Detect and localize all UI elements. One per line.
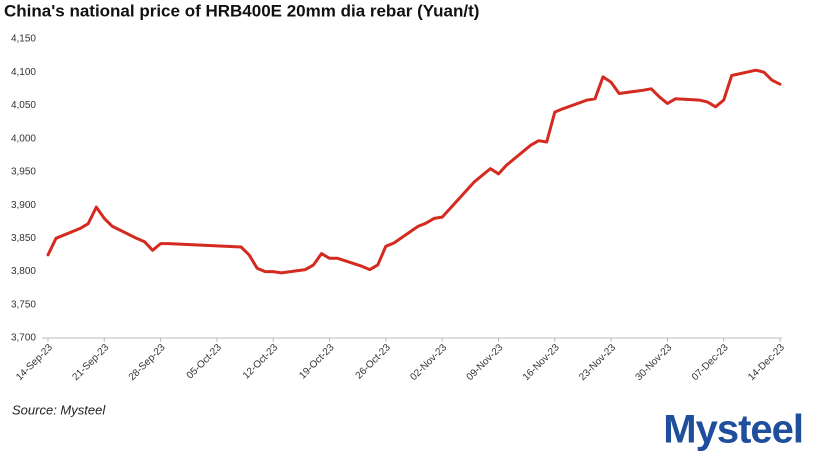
x-tick-label: 16-Nov-23 <box>521 342 562 383</box>
y-tick-label: 4,150 <box>11 34 36 45</box>
x-tick-label: 14-Dec-23 <box>746 342 787 383</box>
x-tick-label: 21-Sep-23 <box>70 342 111 383</box>
x-tick-label: 26-Oct-23 <box>354 342 394 382</box>
x-tick-label: 07-Dec-23 <box>690 342 731 383</box>
x-tick-label: 19-Oct-23 <box>297 342 337 382</box>
x-tick-label: 30-Nov-23 <box>634 342 675 383</box>
x-tick-label: 02-Nov-23 <box>408 342 449 383</box>
logo: Mysteel <box>663 408 803 452</box>
x-tick-label: 28-Sep-23 <box>127 342 168 383</box>
x-tick-label: 14-Sep-23 <box>14 342 55 383</box>
y-tick-label: 4,050 <box>11 100 36 111</box>
x-tick-label: 12-Oct-23 <box>241 342 281 382</box>
y-tick-label: 3,800 <box>11 266 36 277</box>
y-tick-label: 3,950 <box>11 167 36 178</box>
y-tick-label: 3,750 <box>11 299 36 310</box>
x-tick-label: 23-Nov-23 <box>577 342 618 383</box>
x-tick-label: 09-Nov-23 <box>465 342 506 383</box>
y-tick-label: 3,850 <box>11 233 36 244</box>
line <box>46 68 782 275</box>
y-tick-label: 3,900 <box>11 200 36 211</box>
chart-title: China's national price of HRB400E 20mm d… <box>4 1 479 20</box>
source: Source: Mysteel <box>12 402 106 417</box>
x-tick-label: 05-Oct-23 <box>185 342 225 382</box>
y-tick-label: 4,100 <box>11 67 36 78</box>
y-tick-label: 4,000 <box>11 133 36 144</box>
y-tick-label: 3,700 <box>11 333 36 344</box>
